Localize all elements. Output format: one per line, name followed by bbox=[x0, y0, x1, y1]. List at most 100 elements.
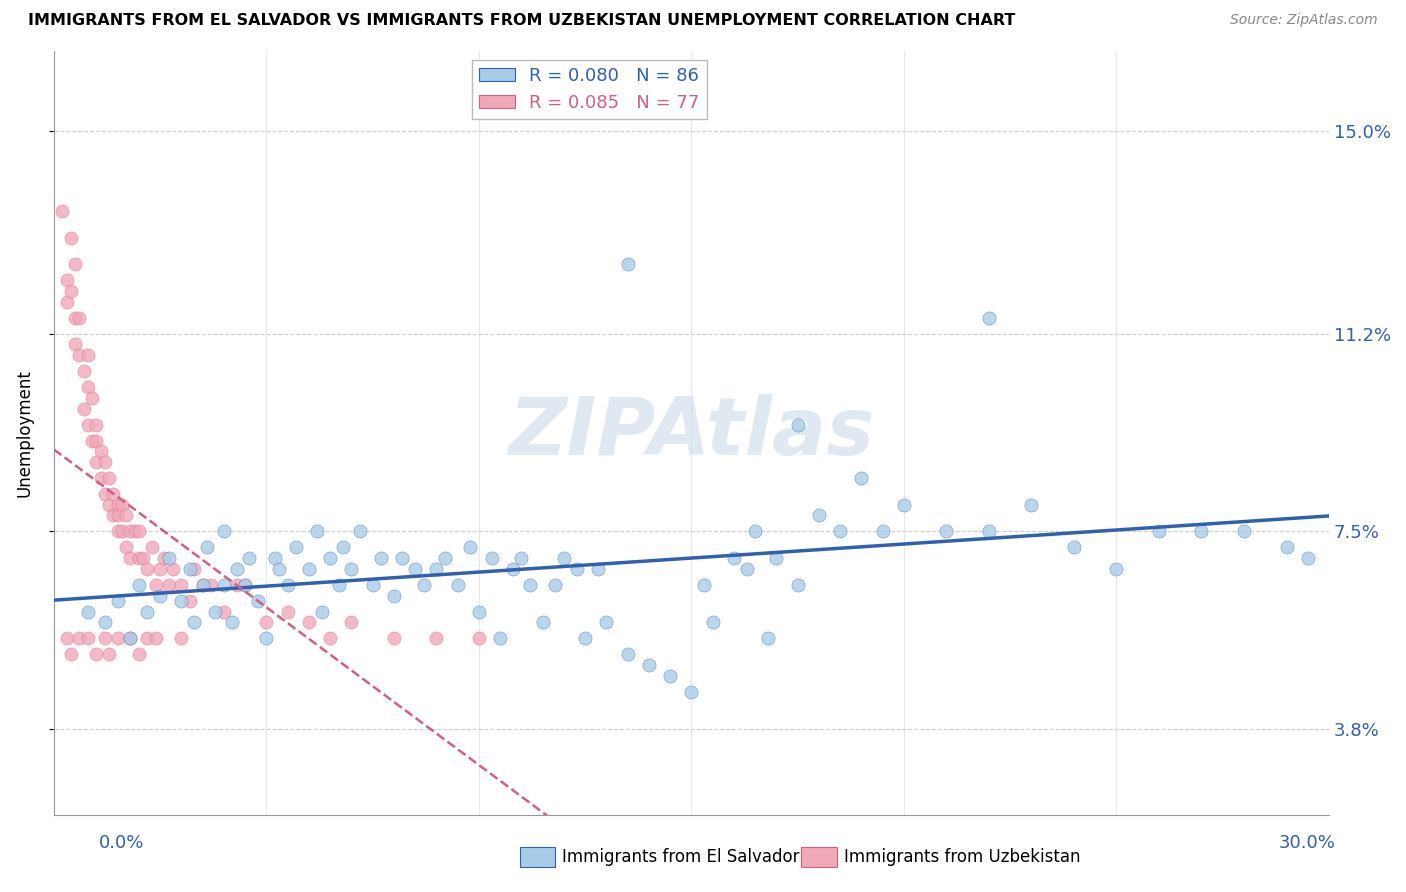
Point bbox=[120, 632, 142, 646]
Point bbox=[616, 648, 638, 662]
Point bbox=[693, 578, 716, 592]
Point bbox=[120, 524, 142, 539]
Point bbox=[94, 615, 117, 630]
Point bbox=[63, 310, 86, 325]
Point bbox=[298, 615, 321, 630]
Point bbox=[225, 562, 247, 576]
Point bbox=[489, 632, 512, 646]
Point bbox=[128, 524, 150, 539]
Point bbox=[319, 632, 342, 646]
Point bbox=[307, 524, 329, 539]
Point bbox=[179, 562, 201, 576]
Point bbox=[132, 551, 155, 566]
Point bbox=[183, 562, 205, 576]
Point bbox=[935, 524, 957, 539]
Point bbox=[370, 551, 392, 566]
Point bbox=[574, 632, 596, 646]
Point bbox=[55, 273, 77, 287]
Point bbox=[86, 417, 108, 432]
Point bbox=[145, 632, 167, 646]
Point bbox=[510, 551, 533, 566]
Point bbox=[191, 578, 214, 592]
Point bbox=[212, 605, 235, 619]
Point bbox=[124, 524, 146, 539]
Point bbox=[170, 594, 193, 608]
Point bbox=[565, 562, 588, 576]
Point bbox=[191, 578, 214, 592]
Point bbox=[786, 417, 808, 432]
Point bbox=[179, 594, 201, 608]
Point bbox=[1063, 541, 1085, 555]
Point bbox=[103, 508, 125, 523]
Text: 0.0%: 0.0% bbox=[98, 834, 143, 852]
Point bbox=[311, 605, 333, 619]
Point bbox=[233, 578, 256, 592]
Point bbox=[502, 562, 524, 576]
Point bbox=[382, 589, 405, 603]
Point bbox=[254, 615, 277, 630]
Point bbox=[361, 578, 384, 592]
Point bbox=[157, 578, 180, 592]
Point bbox=[115, 508, 138, 523]
Point bbox=[586, 562, 609, 576]
Point bbox=[433, 551, 456, 566]
Point bbox=[221, 615, 243, 630]
Point bbox=[94, 455, 117, 469]
Point bbox=[1296, 551, 1319, 566]
Point bbox=[63, 337, 86, 351]
Point bbox=[412, 578, 434, 592]
Point bbox=[94, 487, 117, 501]
Point bbox=[67, 310, 90, 325]
Point bbox=[616, 257, 638, 271]
Point bbox=[328, 578, 350, 592]
Point bbox=[531, 615, 554, 630]
Point bbox=[55, 294, 77, 309]
Point bbox=[460, 541, 482, 555]
Point bbox=[63, 257, 86, 271]
Point bbox=[98, 471, 121, 485]
Point bbox=[183, 615, 205, 630]
Point bbox=[107, 594, 129, 608]
Text: IMMIGRANTS FROM EL SALVADOR VS IMMIGRANTS FROM UZBEKISTAN UNEMPLOYMENT CORRELATI: IMMIGRANTS FROM EL SALVADOR VS IMMIGRANT… bbox=[28, 13, 1015, 29]
Point bbox=[149, 562, 172, 576]
Point bbox=[349, 524, 371, 539]
Point bbox=[76, 348, 98, 362]
Point bbox=[128, 551, 150, 566]
Point bbox=[98, 498, 121, 512]
Point bbox=[807, 508, 830, 523]
Point bbox=[519, 578, 541, 592]
Point bbox=[76, 417, 98, 432]
Point bbox=[681, 684, 703, 698]
Point bbox=[128, 648, 150, 662]
Point bbox=[977, 310, 1000, 325]
Point bbox=[153, 551, 176, 566]
Point bbox=[756, 632, 779, 646]
Point bbox=[702, 615, 724, 630]
Point bbox=[136, 632, 159, 646]
Point bbox=[67, 348, 90, 362]
Point bbox=[111, 498, 134, 512]
Point bbox=[468, 605, 491, 619]
Point bbox=[254, 632, 277, 646]
Point bbox=[246, 594, 269, 608]
Point bbox=[340, 562, 363, 576]
Point bbox=[830, 524, 852, 539]
Point bbox=[786, 578, 808, 592]
Point bbox=[90, 444, 112, 458]
Point bbox=[1233, 524, 1256, 539]
Point bbox=[80, 391, 103, 405]
Point bbox=[86, 434, 108, 448]
Point bbox=[277, 578, 299, 592]
Point bbox=[76, 632, 98, 646]
Point bbox=[391, 551, 413, 566]
Point bbox=[59, 284, 82, 298]
Point bbox=[225, 578, 247, 592]
Text: ZIPAtlas: ZIPAtlas bbox=[509, 393, 875, 472]
Point bbox=[204, 605, 226, 619]
Point bbox=[195, 541, 218, 555]
Point bbox=[404, 562, 426, 576]
Point bbox=[136, 562, 159, 576]
Point bbox=[481, 551, 503, 566]
Point bbox=[170, 632, 193, 646]
Point bbox=[200, 578, 222, 592]
